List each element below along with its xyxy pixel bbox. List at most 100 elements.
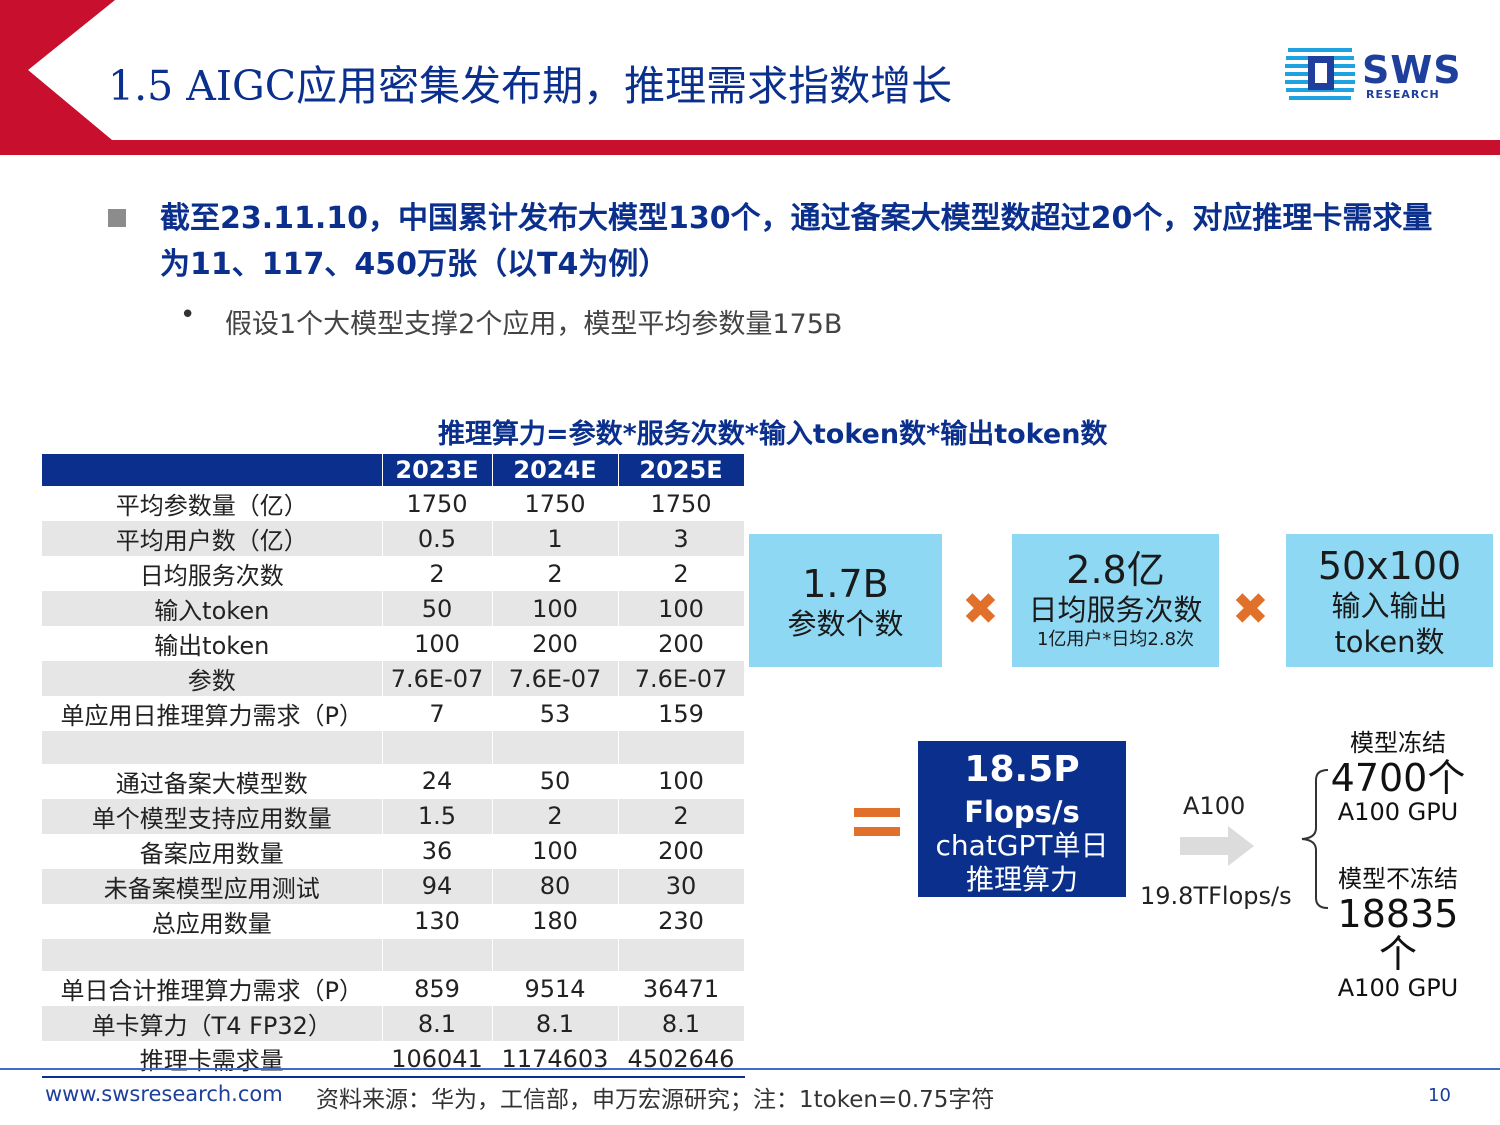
table-cell: 7.6E-07 <box>618 661 745 696</box>
table-cell: 7 <box>382 696 493 731</box>
table-row-label: 输出token <box>42 626 383 661</box>
table-cell: 100 <box>492 591 619 626</box>
gpu-unfrozen-unit: A100 GPU <box>1337 974 1459 1002</box>
tflops-label: 19.8TFlops/s <box>1140 882 1292 910</box>
table-row-label: 总应用数量 <box>42 903 383 939</box>
table-cell: 1174603 <box>492 1041 619 1079</box>
table-cell: 3 <box>618 521 745 556</box>
gpu-frozen-block: 模型冻结 4700个 A100 GPU <box>1328 728 1468 826</box>
table-row: 总应用数量 130 180 230 <box>42 903 745 939</box>
table-cell: 50 <box>492 763 619 799</box>
table-header-cell: 2025E <box>618 454 745 486</box>
main-bullet-text: 截至23.11.10，中国累计发布大模型130个，通过备案大模型数超过20个，对… <box>160 201 1433 282</box>
table-header-row: 2023E 2024E 2025E <box>42 454 745 486</box>
table-row-label: 备案应用数量 <box>42 833 383 869</box>
table-row <box>42 938 745 972</box>
result-box: 18.5P Flops/s chatGPT单日 推理算力 <box>918 741 1126 897</box>
table-cell <box>492 938 619 972</box>
table-cell: 4502646 <box>618 1041 745 1079</box>
table-row-label <box>42 731 383 764</box>
table-body: 平均参数量（亿） 1750 1750 1750 平均用户数（亿） 0.5 1 3 日均服务次数 2… <box>42 486 745 1079</box>
tokens-label-2: token数 <box>1334 625 1445 659</box>
table-row-label: 参数 <box>42 661 383 696</box>
table-cell: 200 <box>618 626 745 661</box>
gpu-unfrozen-block: 模型不冻结 18835个 A100 GPU <box>1328 864 1468 1002</box>
table-cell: 106041 <box>382 1041 493 1079</box>
table-header-cell <box>42 454 383 486</box>
gpu-frozen-caption: 模型冻结 <box>1350 729 1446 757</box>
table-row: 单日合计推理算力需求（P） 859 9514 36471 <box>42 971 745 1007</box>
multiply-icon: ✖ <box>1232 584 1269 635</box>
table-cell: 180 <box>492 903 619 939</box>
table-cell: 1.5 <box>382 798 493 834</box>
page-number: 10 <box>1428 1085 1451 1106</box>
table-cell: 94 <box>382 868 493 904</box>
table-cell: 0.5 <box>382 521 493 556</box>
formula-title: 推理算力=参数*服务次数*输入token数*输出token数 <box>438 419 1108 450</box>
table-row: 备案应用数量 36 100 200 <box>42 833 745 869</box>
table-row: 参数 7.6E-07 7.6E-07 7.6E-07 <box>42 661 745 696</box>
table-cell: 50 <box>382 591 493 626</box>
equals-icon <box>854 808 900 846</box>
bullet-square-icon <box>108 209 126 227</box>
table-cell: 1750 <box>492 486 619 521</box>
table-cell: 100 <box>492 833 619 869</box>
table-row-label: 单卡算力（T4 FP32） <box>42 1006 383 1042</box>
multiply-icon: ✖ <box>962 584 999 635</box>
table-cell <box>382 731 493 764</box>
table-cell: 1750 <box>382 486 493 521</box>
table-cell: 100 <box>618 591 745 626</box>
table-cell: 2 <box>492 798 619 834</box>
service-label: 日均服务次数 <box>1028 593 1203 627</box>
table-cell: 8.1 <box>382 1006 493 1042</box>
table-row: 单应用日推理算力需求（P） 7 53 159 <box>42 696 745 731</box>
demand-table: 2023E 2024E 2025E 平均参数量（亿） 1750 1750 1750 平均… <box>42 454 745 1079</box>
result-label-2: 推理算力 <box>965 863 1078 896</box>
table-cell: 2 <box>618 556 745 591</box>
result-label-1: chatGPT单日 <box>935 829 1109 862</box>
sub-bullet-dot-icon: • <box>180 300 196 330</box>
table-row-label <box>42 938 383 972</box>
table-row-label: 未备案模型应用测试 <box>42 868 383 904</box>
tokens-label-1: 输入输出 <box>1331 589 1448 623</box>
table-row: 平均参数量（亿） 1750 1750 1750 <box>42 486 745 521</box>
table-cell: 2 <box>618 798 745 834</box>
table-cell: 2 <box>382 556 493 591</box>
params-label: 参数个数 <box>787 607 904 641</box>
table-row-label: 平均用户数（亿） <box>42 521 383 556</box>
table-cell: 30 <box>618 868 745 904</box>
table-row: 输入token 50 100 100 <box>42 591 745 626</box>
gpu-frozen-count: 4700个 <box>1330 756 1466 800</box>
table-cell: 36471 <box>618 971 745 1007</box>
service-box: 2.8亿 日均服务次数 1亿用户*日均2.8次 <box>1012 534 1219 667</box>
footer-source: 资料来源：华为，工信部，申万宏源研究；注：1token=0.75字符 <box>316 1087 995 1113</box>
table-header-cell: 2023E <box>382 454 493 486</box>
page-title: 1.5 AIGC应用密集发布期，推理需求指数增长 <box>108 62 953 110</box>
table-cell: 53 <box>492 696 619 731</box>
table-cell: 100 <box>618 763 745 799</box>
table-row-label: 单应用日推理算力需求（P） <box>42 696 383 731</box>
params-value: 1.7B <box>802 562 889 606</box>
table-cell: 7.6E-07 <box>382 661 493 696</box>
table-cell: 159 <box>618 696 745 731</box>
table-row-label: 通过备案大模型数 <box>42 763 383 799</box>
right-arrow-icon <box>1180 826 1254 866</box>
table-row <box>42 731 745 764</box>
table-row: 输出token 100 200 200 <box>42 626 745 661</box>
table-row: 单个模型支持应用数量 1.5 2 2 <box>42 798 745 834</box>
table-row-label: 推理卡需求量 <box>42 1041 383 1079</box>
table-cell: 7.6E-07 <box>492 661 619 696</box>
table-row-label: 平均参数量（亿） <box>42 486 383 521</box>
header-banner <box>0 0 1500 155</box>
table-cell <box>492 731 619 764</box>
footer-url[interactable]: www.swsresearch.com <box>45 1082 283 1106</box>
table-row: 未备案模型应用测试 94 80 30 <box>42 868 745 904</box>
table-cell: 36 <box>382 833 493 869</box>
table-row-label: 单日合计推理算力需求（P） <box>42 971 383 1007</box>
service-value: 2.8亿 <box>1066 548 1165 592</box>
table-header-cell: 2024E <box>492 454 619 486</box>
table-cell: 2 <box>492 556 619 591</box>
table-cell: 1750 <box>618 486 745 521</box>
table-cell: 8.1 <box>618 1006 745 1042</box>
table-cell: 200 <box>618 833 745 869</box>
